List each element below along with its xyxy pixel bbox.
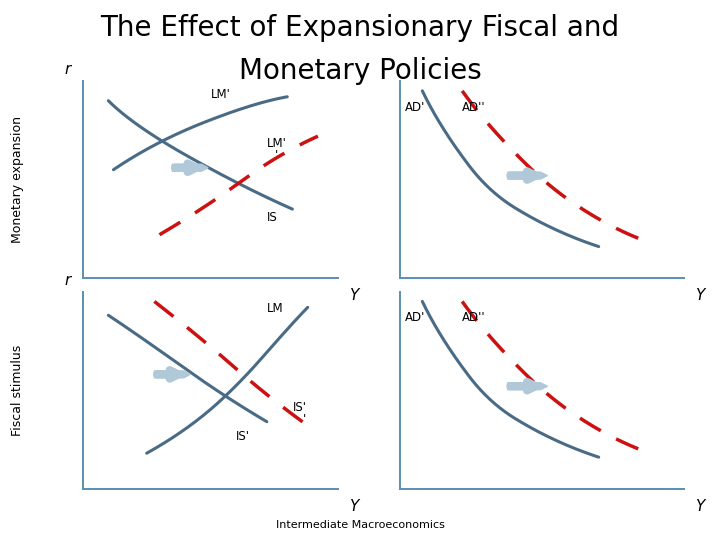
Text: IS': IS' xyxy=(292,401,307,414)
Text: AD': AD' xyxy=(405,311,426,325)
FancyArrow shape xyxy=(154,371,190,378)
Text: LM: LM xyxy=(267,302,284,315)
Text: AD'': AD'' xyxy=(462,311,486,325)
Text: Y: Y xyxy=(348,498,358,514)
Text: AD'': AD'' xyxy=(462,100,486,114)
Text: Y: Y xyxy=(696,498,705,514)
Text: LM': LM' xyxy=(210,87,230,100)
FancyArrow shape xyxy=(508,383,547,390)
Text: IS: IS xyxy=(267,211,278,224)
Text: AD': AD' xyxy=(405,100,426,114)
Text: LM': LM' xyxy=(267,137,287,150)
Text: Monetary Policies: Monetary Policies xyxy=(238,57,482,85)
Text: ': ' xyxy=(274,149,278,162)
Text: r: r xyxy=(64,273,71,288)
FancyArrow shape xyxy=(508,172,547,179)
FancyArrow shape xyxy=(172,164,208,171)
Text: IS': IS' xyxy=(236,430,250,443)
Text: ': ' xyxy=(302,413,306,426)
Text: Y: Y xyxy=(696,288,705,303)
Text: Fiscal stimulus: Fiscal stimulus xyxy=(12,345,24,435)
Text: Y: Y xyxy=(348,288,358,303)
Text: The Effect of Expansionary Fiscal and: The Effect of Expansionary Fiscal and xyxy=(100,14,620,42)
Text: r: r xyxy=(64,62,71,77)
Text: Intermediate Macroeconomics: Intermediate Macroeconomics xyxy=(276,520,444,530)
Text: Monetary expansion: Monetary expansion xyxy=(12,116,24,243)
